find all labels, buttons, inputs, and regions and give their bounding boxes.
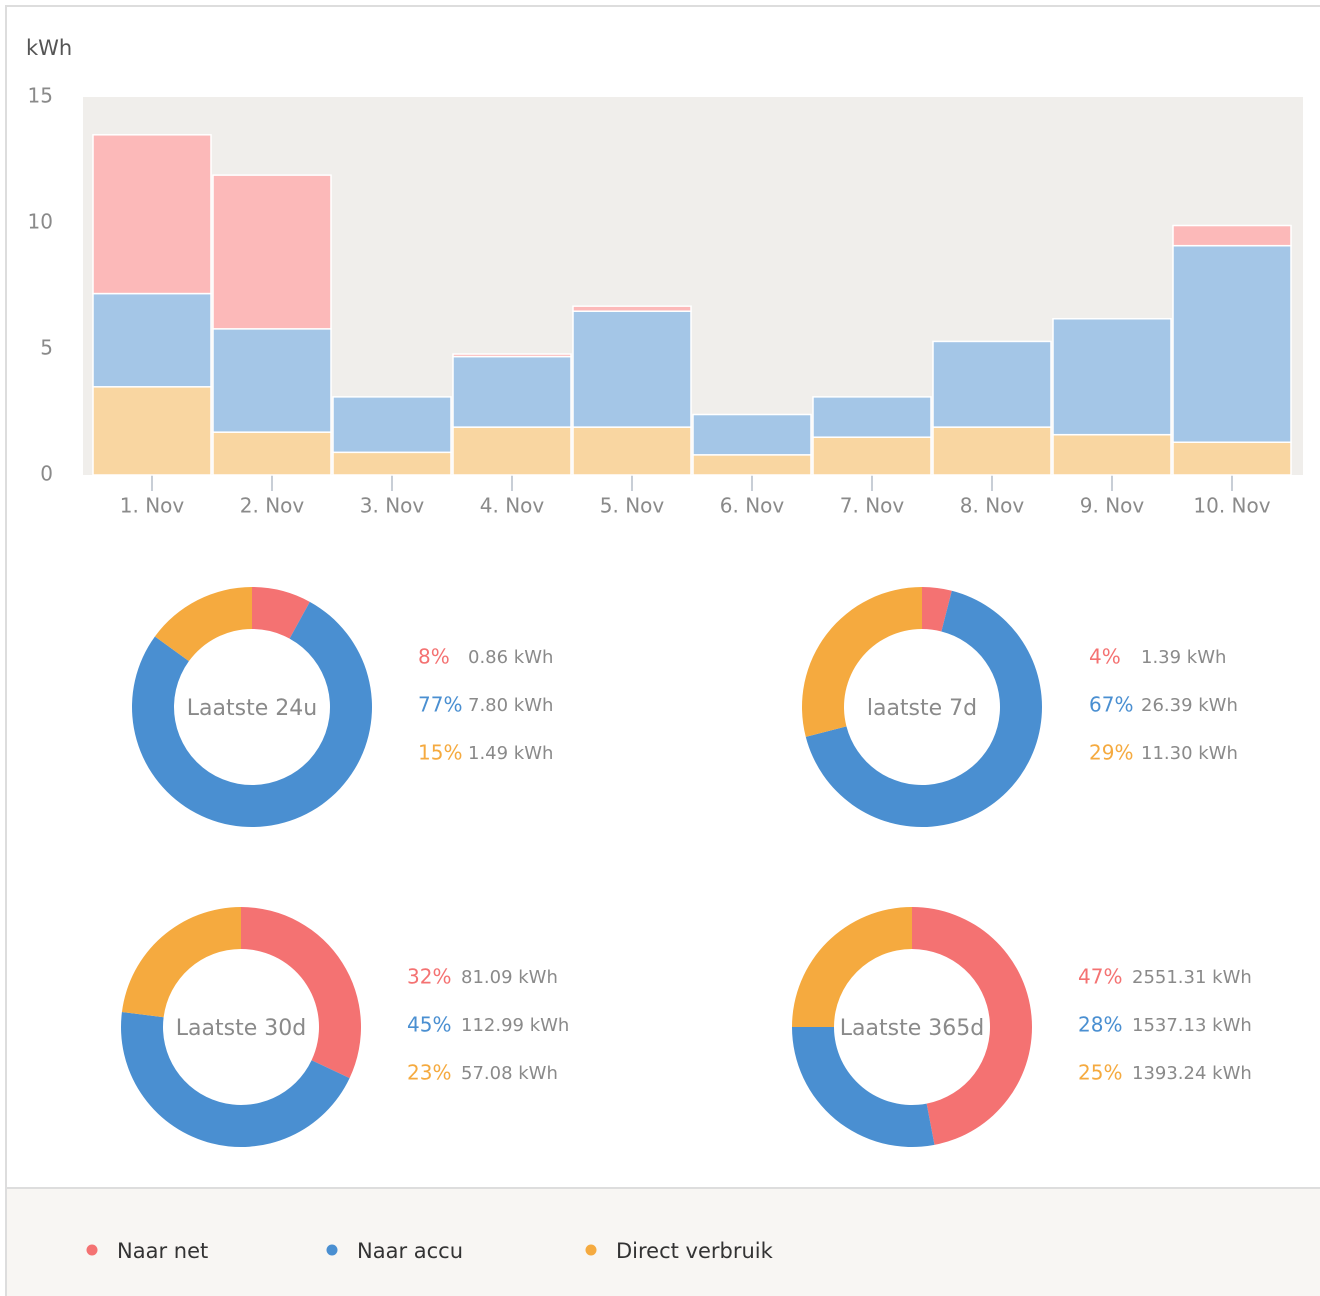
percent-label: 47% bbox=[1078, 965, 1122, 989]
amount-label: 1393.24 kWh bbox=[1132, 1063, 1252, 1084]
x-tick-label: 3. Nov bbox=[360, 494, 425, 518]
donut-slice bbox=[792, 1027, 935, 1147]
donut-center-label: Laatste 24u bbox=[187, 696, 317, 721]
x-tick-label: 8. Nov bbox=[960, 494, 1025, 518]
y-tick-label: 5 bbox=[40, 336, 53, 360]
donut-slice bbox=[922, 587, 952, 632]
legend-label: Direct verbruik bbox=[616, 1239, 774, 1263]
amount-label: 1.49 kWh bbox=[468, 743, 553, 764]
legend-area bbox=[7, 1188, 1320, 1296]
percent-label: 25% bbox=[1078, 1061, 1122, 1085]
bar-segment bbox=[212, 328, 332, 433]
bar-segment bbox=[212, 174, 332, 330]
bar-segment bbox=[812, 436, 932, 476]
amount-label: 2551.31 kWh bbox=[1132, 967, 1252, 988]
donut-slice bbox=[241, 907, 361, 1079]
percent-label: 8% bbox=[418, 645, 450, 669]
bar-segment bbox=[572, 426, 692, 476]
donut-center-label: laatste 7d bbox=[867, 696, 977, 721]
amount-label: 11.30 kWh bbox=[1141, 743, 1238, 764]
y-axis-label: kWh bbox=[26, 36, 72, 60]
donut-slice bbox=[802, 587, 922, 737]
legend-dot bbox=[326, 1244, 338, 1256]
amount-label: 0.86 kWh bbox=[468, 647, 553, 668]
bar-segment bbox=[1172, 244, 1292, 443]
bar-segment bbox=[1052, 318, 1172, 436]
amount-label: 26.39 kWh bbox=[1141, 695, 1238, 716]
amount-label: 7.80 kWh bbox=[468, 695, 553, 716]
bar-segment bbox=[332, 396, 452, 454]
donut-center-label: Laatste 365d bbox=[840, 1016, 984, 1041]
legend-dot bbox=[585, 1244, 597, 1256]
percent-label: 77% bbox=[418, 693, 462, 717]
bar-segment bbox=[92, 386, 212, 476]
amount-label: 112.99 kWh bbox=[461, 1015, 569, 1036]
legend-label: Naar accu bbox=[357, 1239, 463, 1263]
bar-segment bbox=[812, 396, 932, 438]
percent-label: 23% bbox=[407, 1061, 451, 1085]
bar-segment bbox=[1172, 441, 1292, 476]
donut-slice bbox=[154, 587, 252, 662]
donut-slice bbox=[805, 590, 1043, 827]
bar-segment bbox=[212, 431, 332, 476]
x-tick-label: 10. Nov bbox=[1193, 494, 1270, 518]
donut-slice bbox=[132, 601, 372, 828]
bar-segment bbox=[932, 340, 1052, 428]
amount-label: 1537.13 kWh bbox=[1132, 1015, 1252, 1036]
percent-label: 15% bbox=[418, 741, 462, 765]
bar-segment bbox=[572, 310, 692, 428]
donut-slice bbox=[121, 907, 241, 1018]
donut-slice bbox=[792, 907, 912, 1027]
x-tick-label: 6. Nov bbox=[720, 494, 785, 518]
bar-segment bbox=[932, 426, 1052, 476]
bar-segment bbox=[692, 413, 812, 456]
amount-label: 57.08 kWh bbox=[461, 1063, 558, 1084]
bar-segment bbox=[452, 355, 572, 428]
bar-segment bbox=[1052, 433, 1172, 476]
x-tick-label: 1. Nov bbox=[120, 494, 185, 518]
bar-segment bbox=[692, 454, 812, 476]
donut-slice bbox=[121, 1011, 350, 1147]
bar-segment bbox=[452, 353, 572, 358]
donut-slice bbox=[252, 587, 310, 639]
donut-slice bbox=[912, 907, 1033, 1145]
donut-center-label: Laatste 30d bbox=[176, 1016, 306, 1041]
percent-label: 32% bbox=[407, 965, 451, 989]
bar-segment bbox=[452, 426, 572, 476]
bar-segment bbox=[1172, 224, 1292, 247]
y-tick-label: 15 bbox=[28, 84, 53, 108]
bar-segment bbox=[92, 134, 212, 295]
amount-label: 1.39 kWh bbox=[1141, 647, 1226, 668]
percent-label: 45% bbox=[407, 1013, 451, 1037]
y-tick-label: 10 bbox=[28, 210, 53, 234]
legend-dot bbox=[86, 1244, 98, 1256]
bar-segment bbox=[572, 305, 692, 312]
percent-label: 67% bbox=[1089, 693, 1133, 717]
bar-segment bbox=[332, 451, 452, 476]
amount-label: 81.09 kWh bbox=[461, 967, 558, 988]
x-tick-label: 5. Nov bbox=[600, 494, 665, 518]
percent-label: 29% bbox=[1089, 741, 1133, 765]
bar-segment bbox=[92, 292, 212, 388]
x-tick-label: 4. Nov bbox=[480, 494, 545, 518]
percent-label: 28% bbox=[1078, 1013, 1122, 1037]
x-tick-label: 2. Nov bbox=[240, 494, 305, 518]
legend-label: Naar net bbox=[117, 1239, 208, 1263]
x-tick-label: 9. Nov bbox=[1080, 494, 1145, 518]
percent-label: 4% bbox=[1089, 645, 1121, 669]
y-tick-label: 0 bbox=[40, 462, 53, 486]
x-tick-label: 7. Nov bbox=[840, 494, 905, 518]
